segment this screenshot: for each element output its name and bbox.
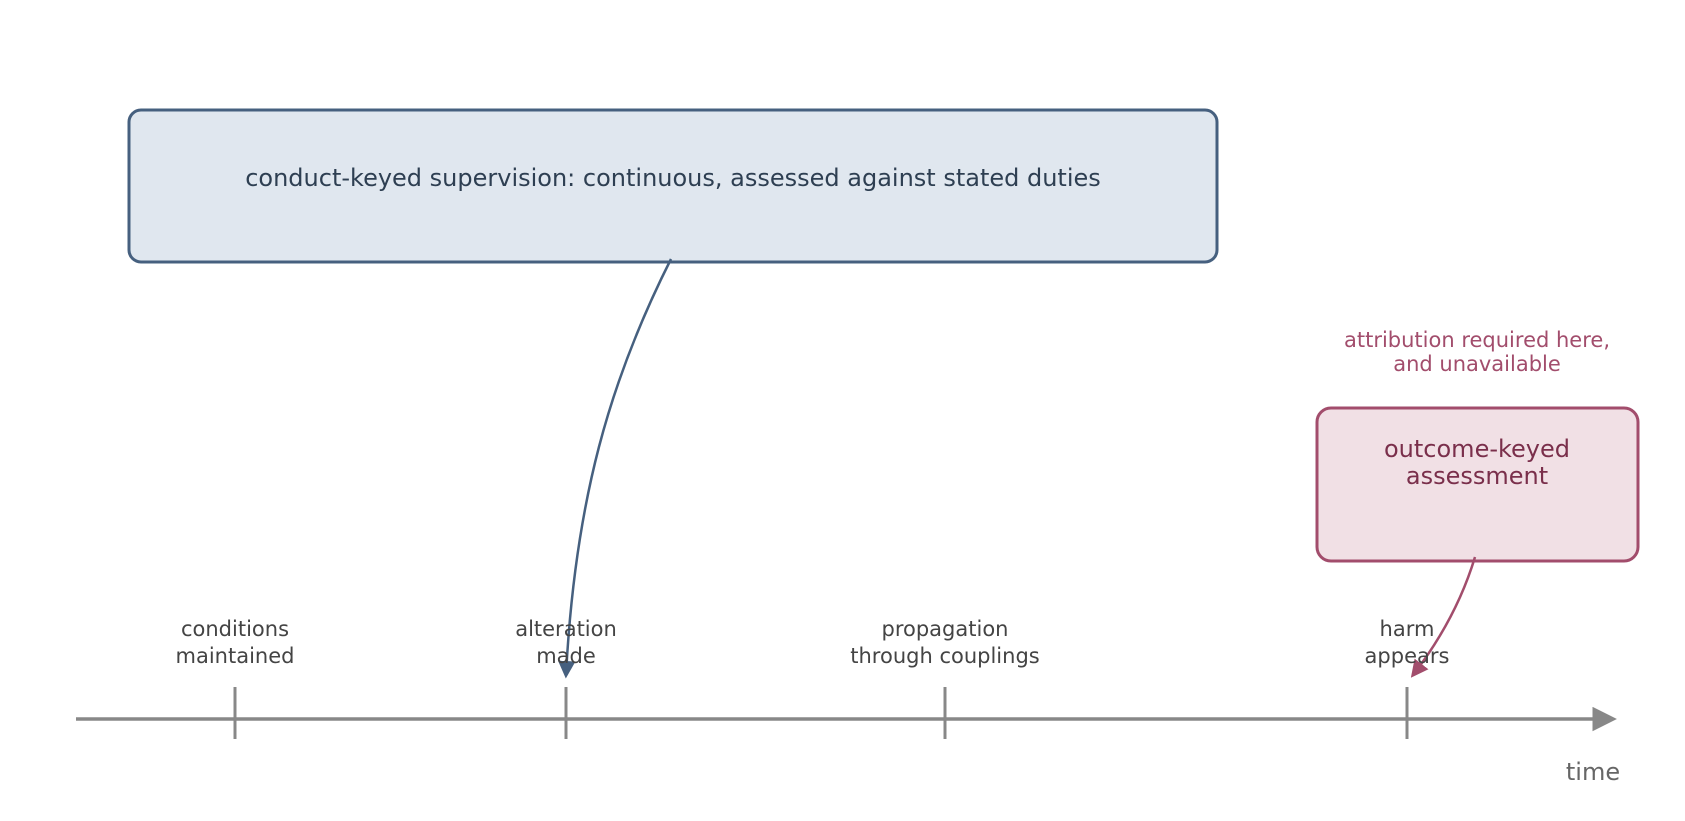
conduct-arrow <box>557 258 673 679</box>
event-label: through couplings <box>850 644 1039 668</box>
event-label: conditions <box>181 617 289 641</box>
events: conditions maintained alteration made propag… <box>176 617 1450 739</box>
event-label: propagation <box>882 617 1009 641</box>
event-label: appears <box>1365 644 1450 668</box>
outcome-arrow <box>1410 556 1477 678</box>
event-label: harm <box>1380 617 1435 641</box>
outcome-label: assessment <box>1406 462 1548 490</box>
event-label: maintained <box>176 644 295 668</box>
outcome-box <box>1315 406 1640 563</box>
event-label: made <box>536 644 596 668</box>
conduct-box <box>127 108 1219 264</box>
annotation: and unavailable <box>1393 352 1561 376</box>
conduct-label: conduct-keyed supervision: continuous, a… <box>245 164 1101 192</box>
event-label: alteration <box>515 617 617 641</box>
outcome-label: outcome-keyed <box>1384 435 1570 463</box>
axis-label: time <box>1566 758 1620 786</box>
annotation: attribution required here, <box>1344 328 1610 352</box>
